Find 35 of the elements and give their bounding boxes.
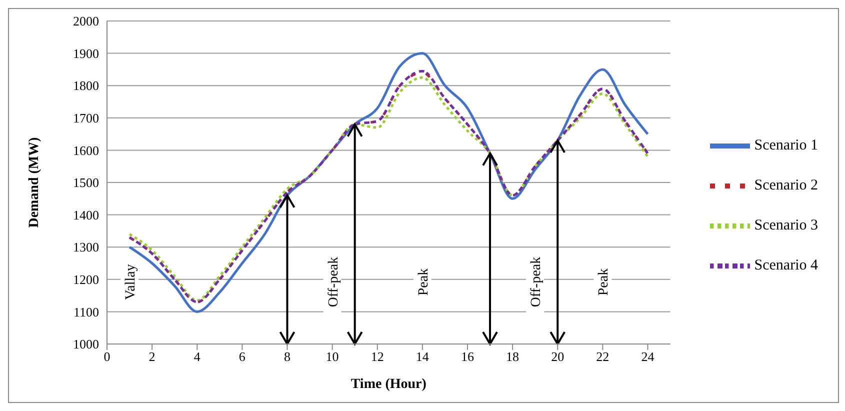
y-tick-label: 2000 (73, 14, 99, 29)
legend-label: Scenario 2 (754, 176, 818, 193)
y-axis-title: Demand (MW) (26, 136, 42, 228)
legend-label: Scenario 4 (754, 256, 818, 273)
x-tick-label: 8 (284, 349, 290, 364)
x-tick-label: 14 (416, 349, 430, 364)
x-tick-label: 20 (551, 349, 564, 364)
x-tick-label: 0 (104, 349, 110, 364)
annotation: Vallay (124, 264, 139, 300)
x-tick-label: 18 (506, 349, 520, 364)
annotation: Peak (596, 268, 612, 296)
y-tick-label: 1700 (73, 110, 99, 126)
x-tick-label: 2 (148, 349, 156, 364)
annotation: Off-peak (326, 256, 342, 308)
legend-label: Scenario 1 (754, 136, 818, 153)
y-tick-label: 1400 (73, 207, 99, 222)
x-tick-label: 12 (370, 349, 384, 364)
annotation: Off-peak (529, 256, 544, 308)
y-tick-label: 1500 (73, 175, 99, 190)
x-tick-label: 6 (238, 349, 246, 364)
y-tick-label: 1800 (73, 78, 99, 94)
x-tick-label: 16 (460, 349, 474, 364)
y-tick-label: 1100 (73, 304, 99, 320)
y-tick-label: 1300 (73, 240, 99, 255)
y-tick-label: 1000 (73, 336, 99, 352)
x-tick-label: 4 (194, 349, 201, 364)
y-tick-label: 1900 (73, 46, 99, 61)
x-tick-label: 10 (326, 349, 339, 364)
y-tick-label: 1200 (73, 272, 99, 288)
x-axis-title: Time (Hour) (350, 377, 427, 392)
legend-label: Scenario 3 (754, 216, 818, 233)
annotation: Peak (416, 268, 432, 296)
x-tick-label: 22 (596, 349, 610, 364)
y-tick-label: 1600 (73, 142, 99, 158)
x-tick-label: 24 (641, 349, 655, 364)
